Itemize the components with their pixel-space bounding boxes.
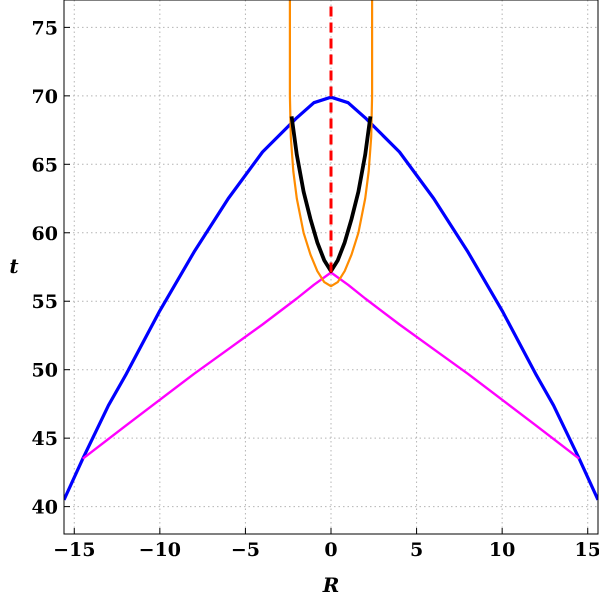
y-tick-label: 60 bbox=[32, 223, 58, 245]
x-tick-label: −5 bbox=[231, 539, 260, 561]
series-layer bbox=[64, 0, 598, 501]
x-tick-label: 5 bbox=[410, 539, 423, 561]
x-axis-label: R bbox=[322, 573, 340, 597]
y-axis-label: t bbox=[9, 254, 19, 278]
x-tick-label: −15 bbox=[53, 539, 95, 561]
y-tick-label: 75 bbox=[32, 17, 58, 39]
y-axis: 40 45 50 55 60 65 70 75 bbox=[32, 17, 70, 519]
x-tick-label: 10 bbox=[489, 539, 515, 561]
x-axis: −15 −10 −5 0 5 10 15 bbox=[53, 528, 599, 561]
x-tick-label: −10 bbox=[139, 539, 181, 561]
x-tick-label: 0 bbox=[324, 539, 337, 561]
orange-curve bbox=[288, 0, 374, 288]
y-tick-label: 50 bbox=[32, 360, 58, 382]
y-tick-label: 70 bbox=[32, 86, 58, 108]
y-tick-label: 45 bbox=[32, 428, 58, 450]
y-tick-label: 40 bbox=[32, 497, 58, 519]
y-tick-label: 55 bbox=[32, 291, 58, 313]
y-tick-label: 65 bbox=[32, 154, 58, 176]
x-tick-label: 15 bbox=[575, 539, 599, 561]
blue-curve bbox=[64, 95, 598, 501]
